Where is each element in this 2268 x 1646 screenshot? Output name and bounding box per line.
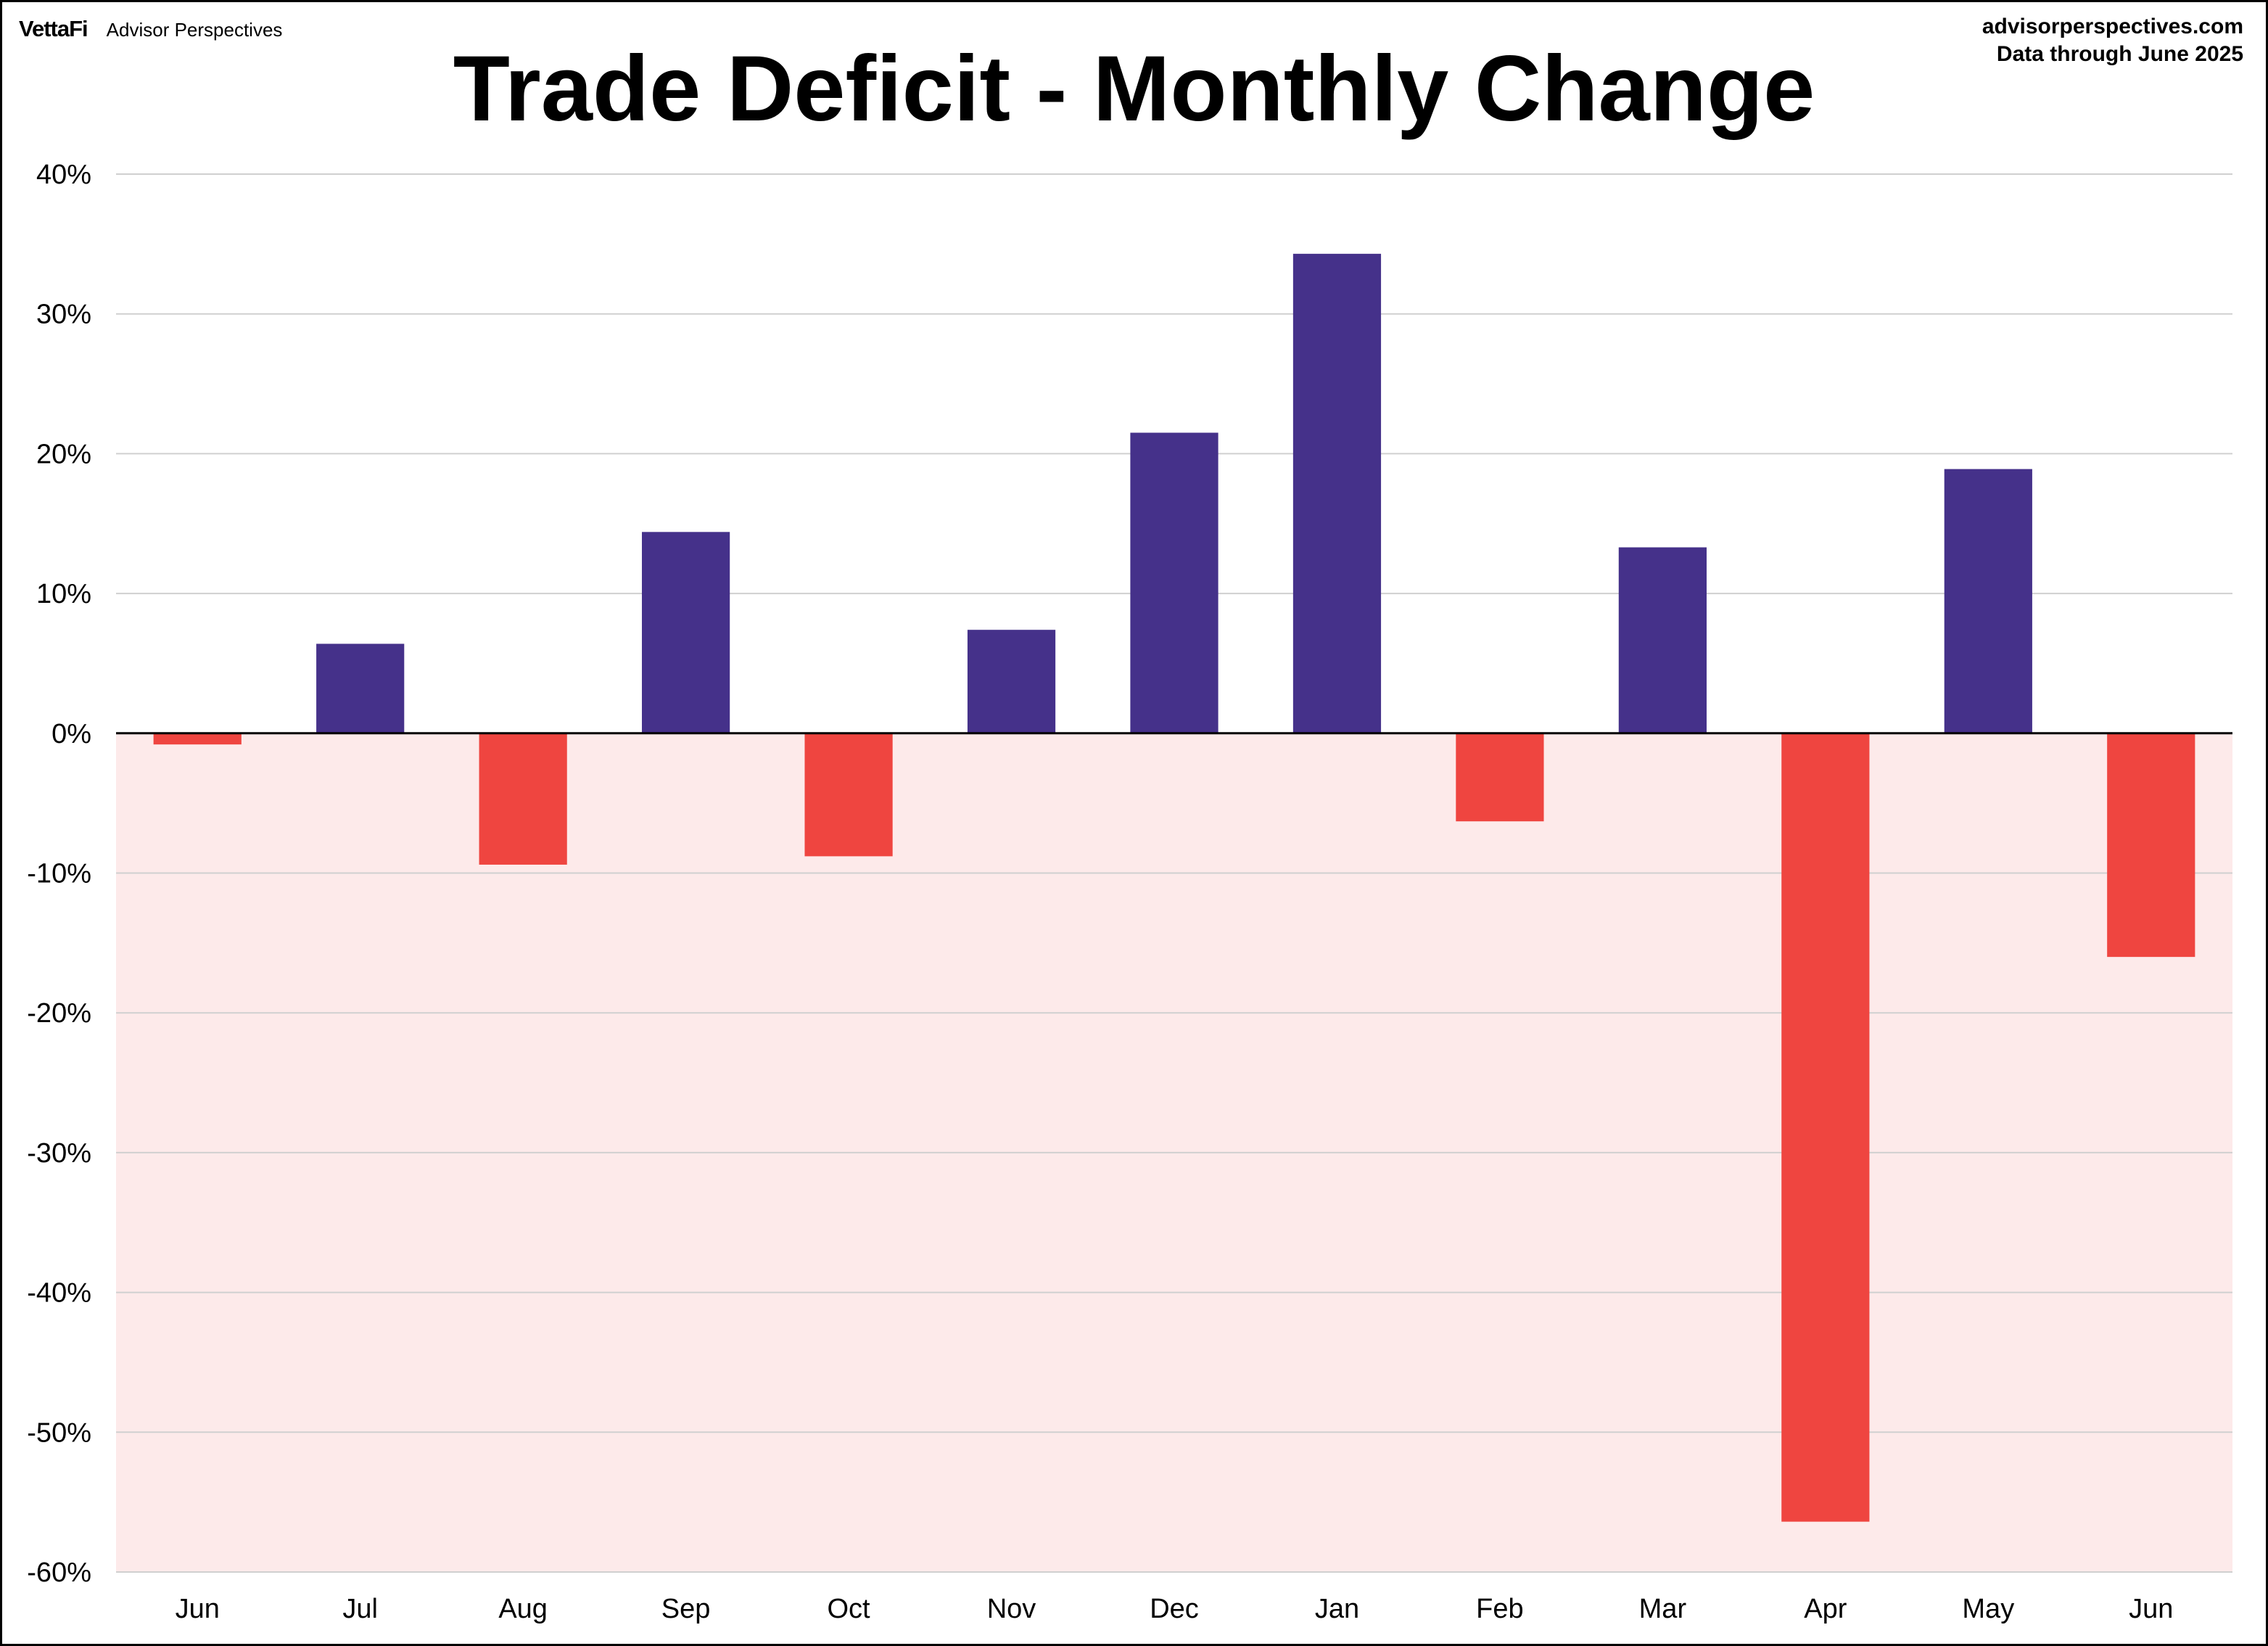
x-tick-label: Sep — [661, 1594, 711, 1624]
bar-may-11 — [1944, 469, 2032, 733]
y-tick-label: -60% — [27, 1557, 91, 1588]
bar-apr-10 — [1781, 733, 1870, 1522]
bar-jun-0 — [153, 733, 242, 745]
x-tick-label: Jul — [342, 1594, 378, 1624]
bar-mar-9 — [1618, 547, 1707, 733]
bar-jan-7 — [1292, 253, 1382, 733]
x-tick-label: May — [1962, 1594, 2014, 1624]
x-tick-label: Jan — [1315, 1594, 1359, 1624]
y-tick-label: -10% — [27, 859, 91, 889]
x-tick-label: Nov — [987, 1594, 1036, 1624]
y-tick-label: 30% — [36, 300, 91, 330]
y-tick-label: -50% — [27, 1417, 91, 1448]
x-tick-label: Mar — [1639, 1594, 1687, 1624]
bar-oct-4 — [804, 733, 893, 857]
data-note: Data through June 2025 — [1996, 42, 2243, 66]
x-tick-label: Apr — [1804, 1594, 1847, 1624]
chart-title: Trade Deficit - Monthly Change — [453, 37, 1815, 141]
x-tick-label: Aug — [498, 1594, 548, 1624]
y-tick-label: 10% — [36, 579, 91, 609]
x-tick-label: Oct — [828, 1594, 871, 1624]
y-tick-label: -20% — [27, 998, 91, 1029]
x-tick-label: Jun — [2129, 1594, 2173, 1624]
y-tick-label: 40% — [36, 160, 91, 190]
bar-jul-1 — [316, 643, 405, 733]
y-tick-label: 20% — [36, 439, 91, 469]
x-tick-label: Dec — [1150, 1594, 1199, 1624]
bar-nov-5 — [967, 630, 1056, 733]
y-tick-label: -30% — [27, 1138, 91, 1169]
x-tick-label: Jun — [176, 1594, 220, 1624]
bar-jun-12 — [2107, 733, 2195, 958]
brand-name: Advisor Perspectives — [106, 19, 283, 41]
x-tick-label: Feb — [1476, 1594, 1523, 1624]
source-info: advisorperspectives.com Data through Jun… — [1982, 13, 2243, 68]
bar-feb-8 — [1456, 733, 1544, 822]
vettafi-logo: VettaFi — [19, 16, 88, 41]
y-tick-label: -40% — [27, 1278, 91, 1309]
bar-aug-2 — [479, 733, 567, 865]
brand: VettaFi Advisor Perspectives — [19, 16, 282, 42]
y-tick-label: 0% — [51, 719, 91, 749]
bar-dec-6 — [1130, 432, 1218, 733]
bar-sep-3 — [642, 532, 730, 733]
source-url: advisorperspectives.com — [1982, 15, 2243, 38]
